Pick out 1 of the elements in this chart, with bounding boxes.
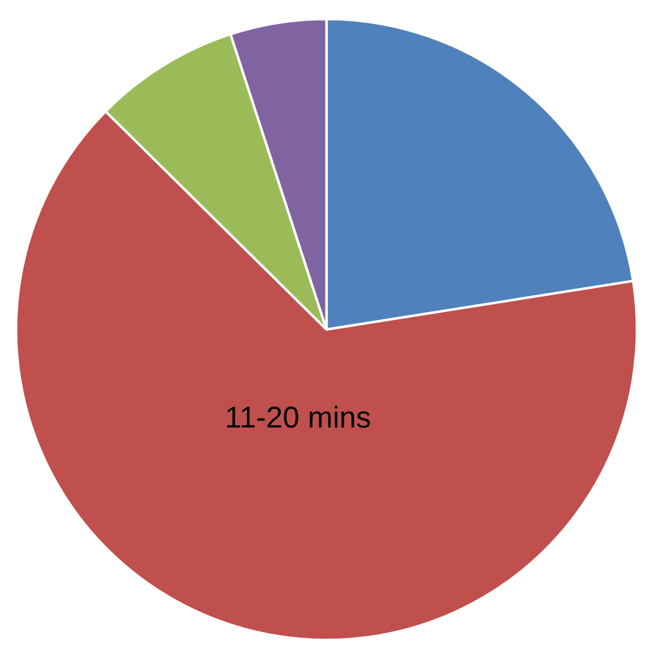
slice-label: 11-20 mins bbox=[224, 402, 372, 435]
